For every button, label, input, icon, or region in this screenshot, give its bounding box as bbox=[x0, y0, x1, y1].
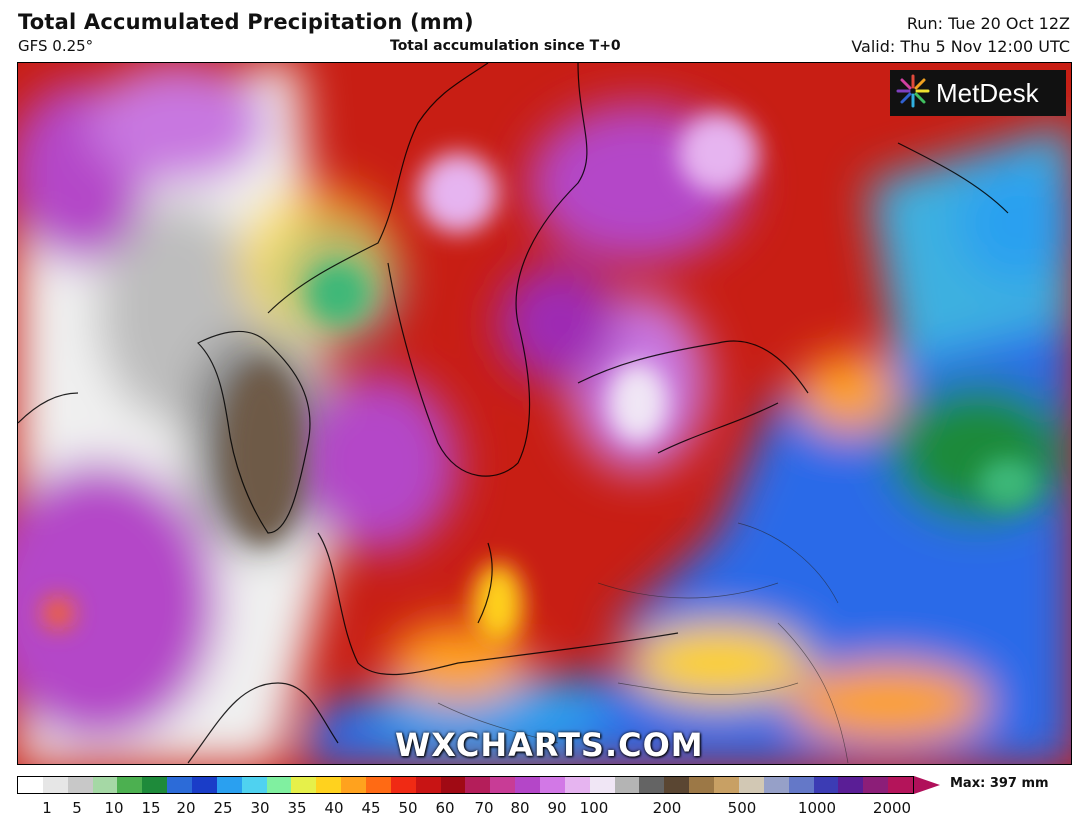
color-scale-tick-label: 2000 bbox=[872, 799, 912, 817]
color-scale-segment bbox=[738, 777, 764, 793]
color-scale-tick-label: 70 bbox=[474, 799, 494, 817]
color-scale-tick-label: 25 bbox=[213, 799, 233, 817]
starburst-icon bbox=[896, 74, 930, 112]
color-scale-segment bbox=[564, 777, 590, 793]
color-scale-segment bbox=[863, 777, 889, 793]
watermark: WXCHARTS.COM bbox=[395, 726, 704, 764]
color-scale-segment bbox=[42, 777, 68, 793]
color-scale-tick-label: 30 bbox=[250, 799, 270, 817]
color-scale-segment bbox=[440, 777, 466, 793]
color-scale-segment bbox=[639, 777, 665, 793]
color-scale-tick-label: 1000 bbox=[797, 799, 837, 817]
color-scale-tick-label: 5 bbox=[72, 799, 82, 817]
color-scale-tick-label: 45 bbox=[361, 799, 381, 817]
color-scale-segment bbox=[266, 777, 292, 793]
color-scale-segment bbox=[366, 777, 391, 793]
color-scale-segment bbox=[813, 777, 839, 793]
metdesk-logo: MetDesk bbox=[890, 70, 1066, 116]
color-scale-segment bbox=[714, 777, 739, 793]
color-scale-segment bbox=[192, 777, 217, 793]
color-scale-tick-label: 40 bbox=[324, 799, 344, 817]
color-scale-segment bbox=[589, 777, 615, 793]
chart-subtitle: Total accumulation since T+0 bbox=[390, 38, 621, 54]
color-scale-tick-label: 35 bbox=[287, 799, 307, 817]
color-scale-segment bbox=[888, 777, 913, 793]
color-scale-tick-label: 20 bbox=[176, 799, 196, 817]
color-scale-segment bbox=[540, 777, 565, 793]
color-scale-tick-label: 90 bbox=[547, 799, 567, 817]
color-scale-segment bbox=[216, 777, 242, 793]
color-scale-segment bbox=[465, 777, 491, 793]
color-scale-segment bbox=[291, 777, 317, 793]
color-scale-tick-label: 500 bbox=[727, 799, 757, 817]
color-scale-segment bbox=[664, 777, 690, 793]
run-time-label: Run: Tue 20 Oct 12Z bbox=[906, 14, 1070, 33]
color-scale-segment bbox=[316, 777, 342, 793]
color-scale-segment bbox=[67, 777, 93, 793]
color-scale-segment bbox=[763, 777, 789, 793]
color-scale-tick-label: 1 bbox=[42, 799, 52, 817]
color-scale-tick-label: 50 bbox=[398, 799, 418, 817]
max-value-label: Max: 397 mm bbox=[950, 776, 1049, 791]
color-scale-segment bbox=[117, 777, 143, 793]
color-scale-segment bbox=[92, 777, 118, 793]
valid-time-label: Valid: Thu 5 Nov 12:00 UTC bbox=[851, 37, 1070, 56]
color-scale-segment bbox=[18, 777, 43, 793]
model-label: GFS 0.25° bbox=[18, 37, 94, 55]
color-scale-segment bbox=[614, 777, 640, 793]
chart-header: Total Accumulated Precipitation (mm) GFS… bbox=[0, 0, 1082, 60]
chart-title: Total Accumulated Precipitation (mm) bbox=[18, 10, 474, 34]
color-scale-tick-label: 100 bbox=[579, 799, 609, 817]
color-scale-segment bbox=[490, 777, 516, 793]
color-scale-segment bbox=[341, 777, 367, 793]
color-scale-tick-label: 10 bbox=[104, 799, 124, 817]
color-scale-segment bbox=[167, 777, 193, 793]
color-scale-segment bbox=[515, 777, 541, 793]
color-scale-segment bbox=[788, 777, 814, 793]
precipitation-map[interactable] bbox=[17, 62, 1072, 765]
color-scale-tick-label: 80 bbox=[510, 799, 530, 817]
color-scale-tick-label: 60 bbox=[435, 799, 455, 817]
color-scale-segment bbox=[689, 777, 715, 793]
color-scale-segment bbox=[142, 777, 168, 793]
color-scale-tick-label: 15 bbox=[141, 799, 161, 817]
logo-text: MetDesk bbox=[936, 77, 1039, 108]
color-scale-overflow-arrow bbox=[914, 776, 940, 794]
color-scale-segment bbox=[415, 777, 441, 793]
color-scale-bar bbox=[17, 776, 914, 794]
color-scale-segment bbox=[390, 777, 416, 793]
color-scale-ticks: 1 5 10 15 20 25 30 35 40 45 50 60 70 80 90 100 200 500 100… bbox=[17, 799, 914, 819]
color-scale-segment bbox=[241, 777, 267, 793]
color-scale-tick-label: 200 bbox=[652, 799, 682, 817]
color-scale-segment bbox=[838, 777, 864, 793]
